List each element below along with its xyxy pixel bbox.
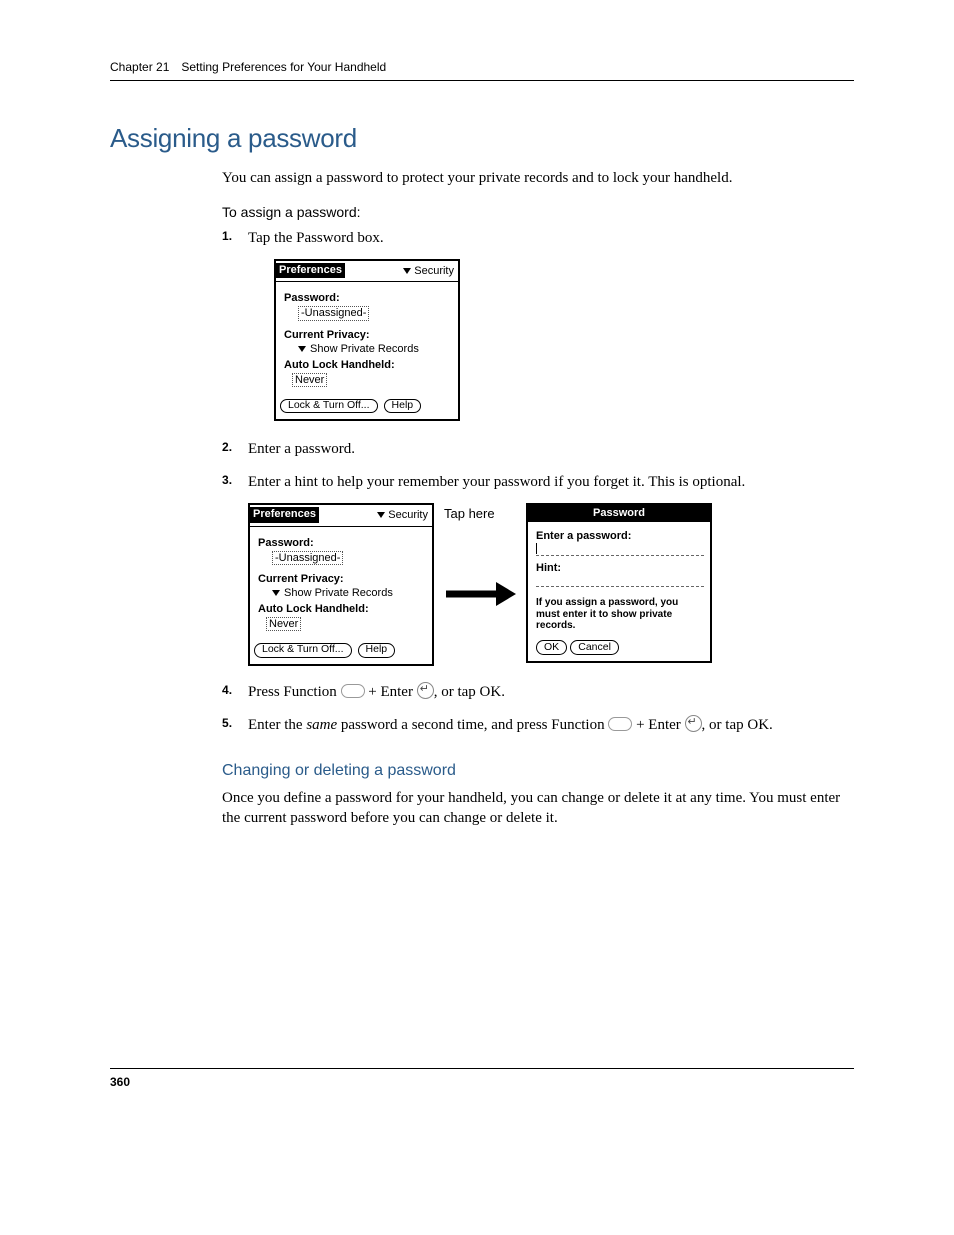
dropdown-icon bbox=[377, 512, 385, 518]
step-5: Enter the same password a second time, a… bbox=[222, 715, 854, 736]
privacy-selector[interactable]: Show Private Records bbox=[298, 343, 450, 355]
document-page: Chapter 21 Setting Preferences for Your … bbox=[0, 0, 954, 1149]
palm-header: Preferences Security bbox=[250, 505, 432, 526]
step-5-mid: password a second time, and press Functi… bbox=[337, 717, 608, 733]
step-3: Enter a hint to help your remember your … bbox=[222, 472, 854, 665]
page-number: 360 bbox=[110, 1068, 854, 1089]
arrow-icon bbox=[444, 574, 516, 614]
palm-category-label: Security bbox=[388, 509, 428, 521]
palm-preferences-screenshot-1: Preferences Security Password: -Unassign… bbox=[274, 259, 460, 421]
tap-here-label: Tap here bbox=[444, 505, 495, 523]
step-2-text: Enter a password. bbox=[248, 441, 355, 457]
dropdown-icon bbox=[298, 346, 306, 352]
password-label: Password: bbox=[258, 537, 424, 549]
hint-input-line[interactable] bbox=[536, 574, 704, 587]
step-5-em: same bbox=[306, 717, 337, 733]
dialog-note: If you assign a password, you must enter… bbox=[536, 597, 704, 632]
privacy-value: Show Private Records bbox=[284, 587, 393, 599]
procedure-heading: To assign a password: bbox=[222, 204, 854, 220]
cancel-button[interactable]: Cancel bbox=[570, 640, 619, 655]
enter-key-icon bbox=[417, 682, 434, 699]
step-4-mid: + Enter bbox=[365, 684, 417, 700]
step-5-post: , or tap OK. bbox=[702, 717, 773, 733]
privacy-value: Show Private Records bbox=[310, 343, 419, 355]
step-4-post: , or tap OK. bbox=[434, 684, 505, 700]
palm-body: Password: -Unassigned- Current Privacy: … bbox=[250, 527, 432, 640]
privacy-label: Current Privacy: bbox=[258, 573, 424, 585]
help-button[interactable]: Help bbox=[384, 399, 422, 414]
password-box[interactable]: -Unassigned- bbox=[272, 551, 343, 565]
palm-button-row: Lock & Turn Off... Help bbox=[250, 639, 432, 658]
running-head: Chapter 21 Setting Preferences for Your … bbox=[110, 60, 854, 81]
dropdown-icon bbox=[272, 590, 280, 596]
steps-list: Tap the Password box. Preferences Securi… bbox=[222, 228, 854, 735]
step-5-mid2: + Enter bbox=[632, 717, 684, 733]
enter-key-icon bbox=[685, 715, 702, 732]
step-3-text: Enter a hint to help your remember your … bbox=[248, 474, 745, 490]
figure-row: Preferences Security Password: -Unassign… bbox=[248, 503, 854, 665]
lock-turn-off-button[interactable]: Lock & Turn Off... bbox=[254, 643, 352, 658]
enter-password-label: Enter a password: bbox=[536, 530, 704, 543]
palm-header: Preferences Security bbox=[276, 261, 458, 282]
hint-label: Hint: bbox=[536, 562, 704, 575]
palm-body: Password: -Unassigned- Current Privacy: … bbox=[276, 282, 458, 395]
password-input-line[interactable] bbox=[536, 543, 704, 556]
palm-category-menu[interactable]: Security bbox=[403, 265, 454, 277]
step-1-text: Tap the Password box. bbox=[248, 230, 384, 246]
function-key-icon bbox=[341, 684, 365, 698]
step-1: Tap the Password box. Preferences Securi… bbox=[222, 228, 854, 421]
palm-title: Preferences bbox=[276, 263, 345, 278]
privacy-label: Current Privacy: bbox=[284, 329, 450, 341]
autolock-label: Auto Lock Handheld: bbox=[284, 359, 450, 371]
palm-category-label: Security bbox=[414, 265, 454, 277]
content-block: You can assign a password to protect you… bbox=[222, 168, 854, 828]
changing-deleting-paragraph: Once you define a password for your hand… bbox=[222, 788, 854, 829]
palm-button-row: Lock & Turn Off... Help bbox=[276, 395, 458, 414]
password-box[interactable]: -Unassigned- bbox=[298, 306, 369, 320]
privacy-selector[interactable]: Show Private Records bbox=[272, 587, 424, 599]
password-label: Password: bbox=[284, 292, 450, 304]
page-h1: Assigning a password bbox=[110, 123, 854, 154]
step-4-pre: Press Function bbox=[248, 684, 341, 700]
intro-paragraph: You can assign a password to protect you… bbox=[222, 168, 854, 188]
autolock-selector[interactable]: Never bbox=[292, 373, 327, 387]
palm-password-dialog: Password Enter a password: Hint: If you … bbox=[526, 503, 712, 662]
help-button[interactable]: Help bbox=[358, 643, 396, 658]
palm-title: Preferences bbox=[250, 507, 319, 522]
dialog-body: Enter a password: Hint: If you assign a … bbox=[528, 522, 710, 661]
lock-turn-off-button[interactable]: Lock & Turn Off... bbox=[280, 399, 378, 414]
dialog-title: Password bbox=[528, 505, 710, 522]
dropdown-icon bbox=[403, 268, 411, 274]
dialog-button-row: OK Cancel bbox=[536, 640, 704, 655]
palm-category-menu[interactable]: Security bbox=[377, 509, 428, 521]
palm-preferences-screenshot-2: Preferences Security Password: -Unassign… bbox=[248, 503, 434, 665]
function-key-icon bbox=[608, 717, 632, 731]
ok-button[interactable]: OK bbox=[536, 640, 567, 655]
step-5-pre: Enter the bbox=[248, 717, 306, 733]
step-2: Enter a password. bbox=[222, 439, 854, 460]
callout-column: Tap here bbox=[444, 503, 516, 613]
autolock-selector[interactable]: Never bbox=[266, 617, 301, 631]
autolock-label: Auto Lock Handheld: bbox=[258, 603, 424, 615]
step-4: Press Function + Enter , or tap OK. bbox=[222, 682, 854, 703]
subheading-changing-deleting: Changing or deleting a password bbox=[222, 762, 854, 780]
